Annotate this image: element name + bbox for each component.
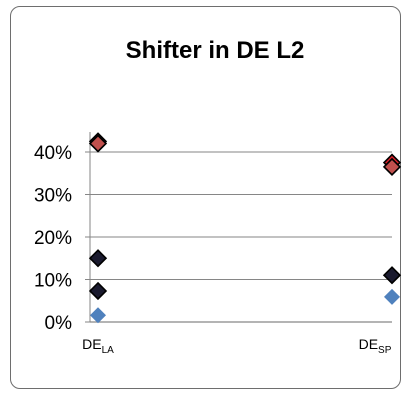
- gridlines: [85, 151, 392, 323]
- x-axis-category-labels: DELA DESP: [82, 336, 392, 356]
- data-point-marker: [382, 266, 402, 285]
- chart-title: Shifter in DE L2: [126, 37, 305, 64]
- data-point-marker: [90, 307, 106, 324]
- y-tick-label: 30%: [34, 186, 72, 207]
- data-point-marker: [88, 281, 108, 301]
- data-point-marker: [382, 157, 402, 177]
- y-tick-label: 0%: [45, 313, 73, 334]
- x-axis: [89, 132, 392, 323]
- x-category-label: DESP: [359, 336, 392, 356]
- data-point-marker: [384, 288, 400, 305]
- data-point-marker: [88, 249, 108, 268]
- y-tick-label: 40%: [34, 143, 72, 164]
- x-category-label: DELA: [82, 336, 114, 356]
- data-points: [88, 132, 402, 324]
- data-point-marker: [88, 134, 108, 153]
- chart-frame: [10, 6, 401, 389]
- y-axis-tick-labels: 0% 10% 20% 30% 40%: [34, 143, 72, 334]
- y-tick-label: 20%: [34, 228, 72, 249]
- y-tick-label: 10%: [34, 271, 72, 292]
